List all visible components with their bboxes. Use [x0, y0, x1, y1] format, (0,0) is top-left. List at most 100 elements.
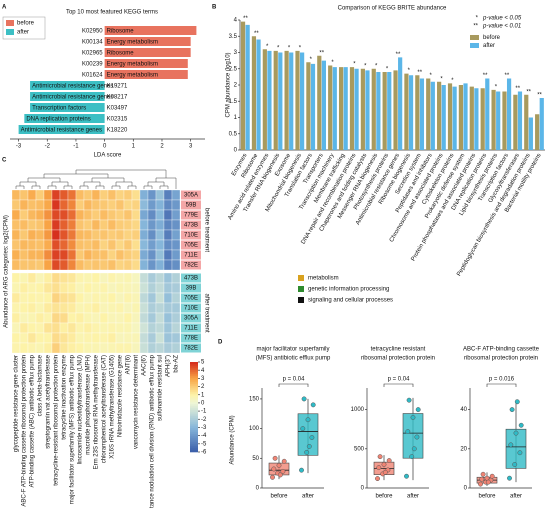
heatmap-cell	[27, 219, 37, 231]
data-point	[478, 481, 483, 487]
heatmap-cell	[131, 239, 141, 251]
bar	[349, 67, 355, 150]
heatmap-cell	[59, 292, 69, 304]
heatmap-cell	[123, 219, 133, 231]
heatmap-cell	[163, 209, 173, 221]
dendrogram	[79, 185, 89, 189]
heatmap-cell	[59, 239, 69, 251]
heatmap-cell	[91, 332, 101, 344]
row-label: 711E	[184, 326, 198, 332]
heatmap-cell	[139, 199, 149, 211]
y-tick-label: 50	[252, 456, 259, 462]
bar	[240, 21, 246, 150]
heatmap-cell	[99, 322, 109, 334]
row-label-bg	[181, 273, 201, 283]
heatmap-cell	[11, 259, 21, 271]
heatmap-cell	[115, 199, 125, 211]
x-tick-label: after	[510, 494, 522, 500]
row-label-bg	[181, 200, 201, 210]
heatmap-cell	[59, 259, 69, 271]
significance-bracket	[383, 383, 414, 387]
column-label: Nitroimidazole resistance gene	[118, 354, 124, 437]
panel-label: B	[212, 5, 217, 11]
bar	[447, 83, 453, 150]
colorbar-strip	[190, 434, 198, 437]
heatmap-cell	[163, 219, 173, 231]
significance-mark: *	[266, 44, 269, 50]
heatmap-cell	[147, 199, 157, 211]
heatmap-cell	[171, 312, 181, 324]
heatmap-cell	[163, 302, 173, 314]
heatmap-cell	[19, 292, 29, 304]
heatmap-cell	[171, 229, 181, 241]
bar	[328, 65, 333, 150]
heatmap-cell	[91, 282, 101, 294]
column-label: APH(3'')	[166, 355, 172, 377]
significance-mark: **	[483, 73, 488, 79]
colorbar-strip	[190, 376, 198, 379]
heatmap-cell	[75, 219, 85, 231]
heatmap-cell	[171, 199, 181, 211]
bar-id: K00239	[82, 61, 103, 67]
heatmap-cell	[19, 302, 29, 314]
heatmap-cell	[27, 332, 37, 344]
heatmap-cell	[35, 312, 45, 324]
heatmap-cell	[59, 209, 69, 221]
data-point	[272, 455, 278, 461]
y-tick-label: 4	[234, 18, 238, 24]
x-tick-label: 3	[189, 144, 193, 150]
heatmap-cell	[43, 292, 53, 304]
bar-id: K01624	[82, 72, 103, 78]
heatmap-cell	[35, 249, 45, 261]
row-label: 782E	[184, 263, 198, 269]
subplot-title: tetracycline resistant	[371, 347, 426, 353]
heatmap-cell	[11, 332, 21, 344]
heatmap-cell	[107, 259, 117, 271]
heatmap-cell	[171, 302, 181, 314]
column-label: bla-AZ	[174, 355, 180, 373]
y-tick-label: 0.5	[229, 131, 238, 137]
colorbar-tick-label: 0	[201, 400, 205, 406]
x-tick-label: after	[302, 494, 314, 500]
significance-mark: *	[299, 45, 302, 51]
colorbar-strip	[190, 396, 198, 399]
heatmap-cell	[43, 302, 53, 314]
heatmap-cell	[75, 342, 85, 354]
heatmap-cell	[131, 332, 141, 344]
y-tick-label: 3.5	[229, 34, 238, 40]
heatmap-cell	[131, 249, 141, 261]
heatmap-cell	[171, 259, 181, 271]
heatmap-cell	[51, 259, 61, 271]
heatmap-cell	[11, 302, 21, 314]
heatmap-cell	[43, 199, 53, 211]
y-tick-label: 1	[234, 115, 238, 121]
heatmap-cell	[131, 322, 141, 334]
heatmap-cell	[107, 292, 117, 304]
heatmap-cell	[67, 249, 77, 261]
heatmap-cell	[99, 189, 109, 201]
heatmap-cell	[123, 302, 133, 314]
column-label: sulfonamide resistant sul	[158, 355, 164, 421]
heatmap-cell	[27, 272, 37, 284]
bar-id: K02965	[82, 50, 103, 56]
bar	[321, 60, 326, 150]
heatmap-cell	[131, 259, 141, 271]
heatmap-cell	[11, 282, 21, 294]
row-label: 710E	[184, 233, 198, 239]
colorbar-tick-label: 1	[201, 392, 205, 398]
heatmap-cell	[99, 259, 109, 271]
chart-title: Top 10 most featured KEGG terms	[66, 10, 158, 16]
sig-legend-symbol: *	[476, 16, 479, 22]
group-label: signaling and cellular processes	[308, 298, 393, 304]
bar	[480, 88, 485, 150]
heatmap-cell	[115, 282, 125, 294]
heatmap-cell	[75, 322, 85, 334]
significance-mark: *	[375, 63, 378, 69]
heatmap-cell	[155, 302, 165, 314]
heatmap-cell	[27, 189, 37, 201]
bar-term: Antimicrobial resistance genes	[32, 83, 113, 89]
heatmap-cell	[147, 312, 157, 324]
heatmap-cell	[155, 209, 165, 221]
bar	[430, 81, 435, 150]
heatmap-cell	[35, 332, 45, 344]
